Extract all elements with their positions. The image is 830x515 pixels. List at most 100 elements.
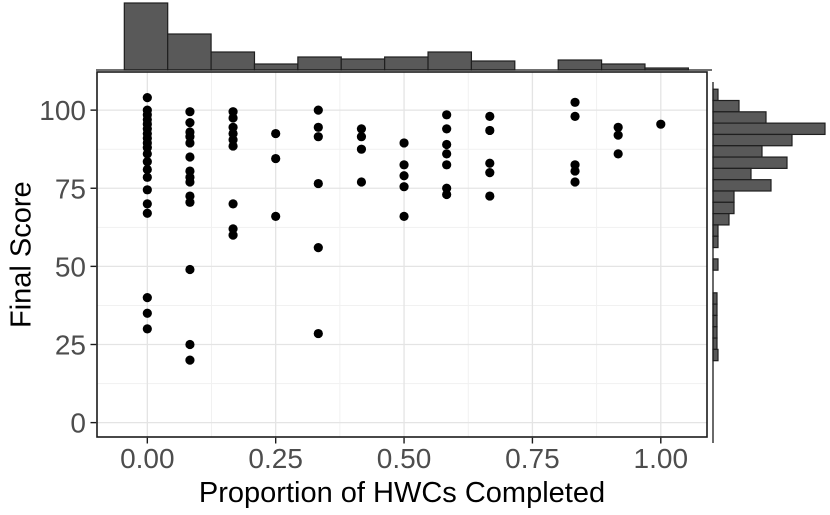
data-point xyxy=(313,122,323,132)
data-point xyxy=(399,211,409,221)
data-point xyxy=(613,149,623,159)
data-point xyxy=(142,93,152,103)
data-point xyxy=(271,128,281,139)
data-point xyxy=(485,191,495,201)
data-point xyxy=(142,172,152,182)
data-point xyxy=(399,182,409,192)
data-point xyxy=(356,177,367,187)
right-histogram-bar xyxy=(712,167,752,181)
data-point xyxy=(613,130,623,140)
data-point xyxy=(570,111,580,121)
top-histogram-bar xyxy=(210,51,256,71)
top-histogram-bar xyxy=(427,51,473,71)
top-histogram-bar xyxy=(384,56,429,71)
x-tick-label: 0.75 xyxy=(505,443,560,474)
data-point xyxy=(142,308,152,318)
data-point xyxy=(228,199,238,209)
data-point xyxy=(485,158,495,168)
data-point xyxy=(442,149,452,159)
data-point xyxy=(656,119,666,129)
data-point xyxy=(442,110,452,120)
data-point xyxy=(142,164,152,175)
data-point xyxy=(142,149,152,159)
data-point xyxy=(228,113,238,123)
data-point xyxy=(142,185,152,195)
data-point xyxy=(485,168,495,178)
y-tick-label: 100 xyxy=(39,95,86,126)
right-histogram-bar xyxy=(712,179,772,192)
data-point xyxy=(399,138,409,148)
right-histogram-bar xyxy=(712,213,730,226)
data-point xyxy=(271,211,281,221)
data-point xyxy=(142,157,152,167)
data-point xyxy=(142,199,152,209)
data-point xyxy=(570,166,580,176)
right-histogram-bar xyxy=(712,258,719,271)
y-tick-label: 75 xyxy=(55,173,86,204)
right-histogram-bar xyxy=(712,88,719,102)
data-point xyxy=(185,138,195,148)
data-point xyxy=(142,293,152,303)
data-point xyxy=(399,160,409,170)
data-point xyxy=(485,125,495,136)
data-point xyxy=(185,152,195,162)
right-histogram-bar xyxy=(712,235,719,249)
top-histogram-bar xyxy=(253,63,299,71)
x-tick-label: 1.00 xyxy=(634,443,689,474)
data-point xyxy=(142,324,152,334)
data-point xyxy=(570,97,580,107)
top-histogram-bar xyxy=(340,58,386,71)
y-tick-label: 50 xyxy=(55,251,86,282)
right-histogram-bar xyxy=(712,348,719,362)
data-point xyxy=(313,178,323,189)
y-tick-label: 25 xyxy=(55,330,86,361)
right-histogram-bar xyxy=(712,201,735,215)
x-tick-label: 0.25 xyxy=(248,443,303,474)
data-point xyxy=(313,328,323,339)
data-point xyxy=(313,105,323,115)
plot-panel xyxy=(97,72,707,437)
data-point xyxy=(228,230,238,240)
data-point xyxy=(442,139,452,150)
right-histogram-bar xyxy=(712,190,735,203)
top-histogram-bar xyxy=(557,59,603,71)
data-point xyxy=(185,118,195,128)
x-tick-label: 0.00 xyxy=(120,443,175,474)
data-point xyxy=(442,160,452,170)
data-point xyxy=(185,197,195,207)
right-histogram-bar xyxy=(712,224,719,237)
data-point xyxy=(142,208,152,218)
data-point xyxy=(356,124,367,134)
data-point xyxy=(185,107,195,117)
data-point xyxy=(485,111,495,121)
right-histogram-bar xyxy=(712,111,767,124)
top-histogram-bar xyxy=(470,60,516,71)
right-histogram-bar xyxy=(712,145,763,158)
data-point xyxy=(185,177,195,187)
y-tick-label: 0 xyxy=(70,408,86,439)
y-axis-title: Final Score xyxy=(5,181,38,328)
data-point xyxy=(313,132,323,142)
data-point xyxy=(271,153,281,164)
top-histogram-bar xyxy=(297,56,342,71)
data-point xyxy=(613,122,623,132)
right-histogram-bar xyxy=(712,99,740,113)
data-point xyxy=(442,189,452,200)
x-axis-title: Proportion of HWCs Completed xyxy=(198,477,606,509)
top-histogram-bar xyxy=(123,2,169,71)
right-histogram-bar xyxy=(712,122,826,136)
top-histogram-bar xyxy=(167,33,212,71)
data-point xyxy=(228,141,238,151)
data-point xyxy=(185,355,195,365)
data-point xyxy=(185,264,195,275)
data-point xyxy=(356,144,367,154)
data-point xyxy=(356,132,367,142)
panel-border xyxy=(96,71,708,438)
data-point xyxy=(313,243,323,253)
x-tick-label: 0.50 xyxy=(377,443,432,474)
data-point xyxy=(399,171,409,181)
data-point xyxy=(185,339,195,350)
right-histogram-bar xyxy=(712,156,788,169)
